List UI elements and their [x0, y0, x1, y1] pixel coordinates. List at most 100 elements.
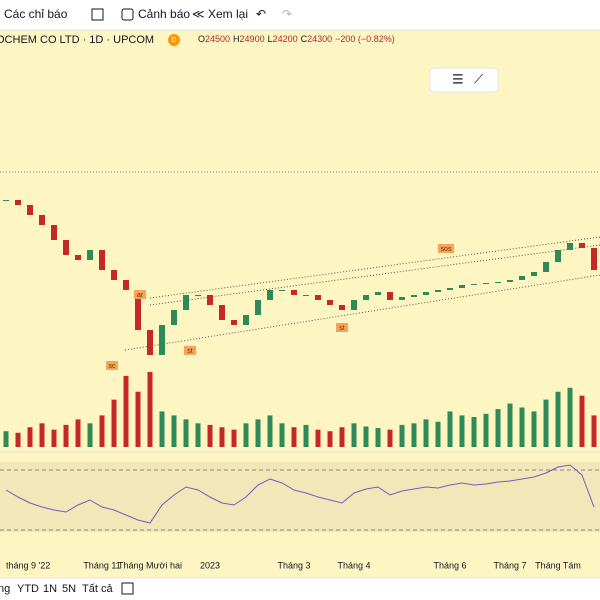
range-button[interactable]: 1N: [43, 583, 57, 595]
candle-body: [567, 243, 573, 250]
replay-icon[interactable]: ≪: [192, 7, 205, 21]
candle-body: [363, 295, 369, 300]
candle-body: [435, 290, 441, 292]
indicators-button[interactable]: Các chỉ báo: [4, 7, 68, 21]
volume-bar: [267, 415, 273, 447]
ohlc-label: L: [268, 34, 273, 44]
candle-body: [387, 292, 393, 300]
volume-bar: [99, 415, 105, 447]
volume-bar: [147, 372, 153, 447]
candle-body: [339, 305, 345, 310]
volume-bar: [243, 423, 249, 447]
candle-body: [183, 295, 189, 310]
x-tick-label: Tháng Tám: [535, 560, 581, 570]
channel-line: [124, 274, 600, 351]
candle-body: [135, 290, 141, 330]
volume-bar: [75, 419, 81, 447]
candle-body: [75, 255, 81, 260]
candle-body: [375, 292, 381, 295]
candle-body: [219, 305, 225, 320]
ohlc-value: 24300: [307, 34, 332, 44]
candle-body: [87, 250, 93, 260]
volume-bar: [591, 415, 597, 447]
undo-button[interactable]: ↶: [256, 7, 266, 21]
drawing-toolbar[interactable]: [429, 67, 499, 93]
volume-bar: [423, 419, 429, 447]
volume-bar: [255, 419, 261, 447]
range-button[interactable]: 5N: [62, 583, 76, 595]
volume-bar: [195, 423, 201, 447]
volume-bar: [51, 429, 57, 447]
volume-bar: [207, 424, 213, 447]
trend-icon[interactable]: ⟋: [474, 71, 484, 86]
x-tick-label: Tháng 4: [337, 560, 370, 570]
annotation-box: [184, 346, 196, 355]
range-button[interactable]: YTD: [17, 583, 39, 595]
volume-bar: [483, 413, 489, 447]
x-tick-label: 2023: [200, 560, 220, 570]
volume-bar: [567, 387, 573, 447]
candle-body: [27, 205, 33, 215]
annotation: sc: [109, 363, 117, 370]
candle-body: [111, 270, 117, 280]
volume-bar: [339, 427, 345, 447]
volume-bar: [315, 429, 321, 447]
list-icon[interactable]: ☰: [452, 71, 464, 86]
candle-body: [507, 280, 513, 282]
redo-button[interactable]: ↷: [282, 7, 292, 21]
candle-body: [147, 330, 153, 355]
candle-body: [351, 300, 357, 310]
candle-body: [531, 272, 537, 276]
alerts-button[interactable]: Cảnh báo: [138, 7, 190, 21]
volume-bar: [543, 399, 549, 447]
x-tick-label: Tháng 7: [493, 560, 526, 570]
volume-bar: [387, 429, 393, 447]
annotation-box: [336, 323, 348, 332]
volume-bar: [531, 411, 537, 447]
annotation-box: [134, 290, 146, 299]
candle-body: [231, 320, 237, 325]
range-button[interactable]: Tất cả: [82, 583, 113, 595]
range-button[interactable]: ng: [0, 583, 10, 595]
candle-body: [483, 283, 489, 284]
volume-bar: [15, 432, 21, 447]
alert-icon[interactable]: [121, 8, 134, 21]
candle-body: [195, 295, 201, 296]
volume-bar: [435, 421, 441, 447]
volume-bar: [87, 423, 93, 447]
candle-body: [243, 315, 249, 325]
volume-bar: [135, 391, 141, 447]
annotation: st: [339, 325, 345, 332]
candle-body: [3, 200, 9, 201]
volume-bar: [507, 403, 513, 447]
candle-body: [543, 262, 549, 272]
ohlc-label: C: [301, 34, 308, 44]
layout-icon[interactable]: [91, 8, 104, 21]
volume-bar: [399, 424, 405, 447]
rsi-band: [0, 462, 600, 532]
candle-body: [291, 290, 297, 295]
calendar-icon[interactable]: [121, 582, 134, 595]
volume-bar: [159, 411, 165, 447]
candle-body: [207, 295, 213, 305]
replay-button[interactable]: Xem lại: [208, 7, 248, 21]
volume-bar: [579, 395, 585, 447]
candle-body: [519, 276, 525, 280]
channel: [124, 236, 600, 351]
candle-body: [51, 225, 57, 240]
ohlc-label: O: [198, 34, 205, 44]
annotation-box: [438, 244, 454, 253]
candle-body: [423, 292, 429, 295]
candle-body: [579, 243, 585, 248]
x-tick-label: Tháng 3: [277, 560, 310, 570]
ohlc-label: H: [233, 34, 240, 44]
ohlc-value: 24200: [273, 34, 298, 44]
candle-body: [171, 310, 177, 325]
volume-bar: [363, 426, 369, 447]
volume-bar: [495, 409, 501, 447]
candle-body: [63, 240, 69, 255]
volume-bar: [3, 431, 9, 447]
candle-body: [327, 300, 333, 305]
volume-bar: [411, 423, 417, 447]
